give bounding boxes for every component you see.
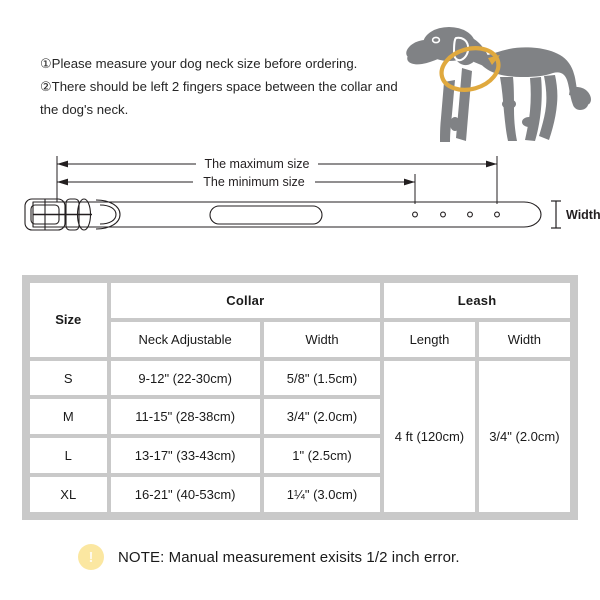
instruction-line-1: ①Please measure your dog neck size befor… [40, 52, 400, 75]
header-leash-length: Length [384, 321, 475, 357]
collar-hole [440, 211, 446, 218]
header-neck-adjustable: Neck Adjustable [110, 321, 260, 357]
table-header-row-subs: Neck Adjustable Width Length Width [30, 321, 570, 357]
row-size-xl: XL [30, 477, 107, 512]
d-ring [95, 199, 121, 230]
row-size-m: M [30, 399, 107, 435]
cell-neck-s: 9-12" (22-30cm) [110, 360, 260, 396]
table-row: XL 16-21" (40-53cm) 1¼" (3.0cm) [30, 477, 570, 512]
instruction-2-marker: ② [40, 79, 52, 94]
collar-hole [494, 211, 500, 218]
size-chart-table: Size Collar Leash Neck Adjustable Width … [22, 275, 578, 520]
note-block: ! NOTE: Manual measurement exisits 1/2 i… [78, 544, 460, 570]
table-header-row-groups: Size Collar Leash [30, 283, 570, 357]
cell-neck-m: 11-15" (28-38cm) [110, 399, 260, 435]
instruction-1-marker: ① [40, 56, 52, 71]
cell-leash-length: 4 ft (120cm) [384, 360, 475, 512]
instructions-block: ①Please measure your dog neck size befor… [40, 52, 400, 121]
table-row: M 11-15" (28-38cm) 3/4" (2.0cm) [30, 399, 570, 435]
table-row: S 9-12" (22-30cm) 5/8" (1.5cm) 4 ft (120… [30, 360, 570, 512]
header-group-leash: Leash [384, 283, 570, 318]
dimension-arrowheads [57, 160, 497, 186]
collar-hole [412, 211, 418, 218]
row-size-s: S [30, 360, 107, 396]
exclamation-icon: ! [78, 544, 104, 570]
dog-body-shape [406, 27, 591, 142]
cell-leash-width: 3/4" (2.0cm) [478, 360, 570, 512]
cell-collar-width-l: 1" (2.5cm) [263, 438, 381, 474]
instruction-1-text: Please measure your dog neck size before… [51, 56, 358, 71]
neck-measure-loop-icon [439, 46, 501, 92]
collar-nameplate [209, 205, 323, 225]
instruction-line-2: ②There should be left 2 fingers space be… [40, 75, 400, 121]
collar-width-label: Width [566, 208, 600, 222]
header-group-collar: Collar [110, 283, 381, 318]
max-size-label: The maximum size [205, 157, 310, 171]
collar-strap [32, 201, 542, 228]
cell-collar-width-s: 5/8" (1.5cm) [263, 360, 381, 396]
dog-illustration [404, 14, 594, 146]
note-text: NOTE: Manual measurement exisits 1/2 inc… [118, 548, 460, 566]
keeper-loop [65, 198, 80, 231]
row-size-l: L [30, 438, 107, 474]
instruction-2-text: There should be left 2 fingers space bet… [40, 79, 398, 117]
second-keeper [76, 198, 92, 231]
collar-hole [467, 211, 473, 218]
table-row: L 13-17" (33-43cm) 1" (2.5cm) [30, 438, 570, 474]
cell-neck-xl: 16-21" (40-53cm) [110, 477, 260, 512]
cell-collar-width-m: 3/4" (2.0cm) [263, 399, 381, 435]
min-size-label: The minimum size [203, 175, 304, 189]
header-leash-width: Width [478, 321, 570, 357]
header-size: Size [30, 283, 107, 357]
cell-neck-l: 13-17" (33-43cm) [110, 438, 260, 474]
dog-face-details [431, 36, 470, 62]
header-collar-width: Width [263, 321, 381, 357]
collar-diagram: The maximum size The minimum size Width [0, 148, 600, 258]
cell-collar-width-xl: 1¼" (3.0cm) [263, 477, 381, 512]
